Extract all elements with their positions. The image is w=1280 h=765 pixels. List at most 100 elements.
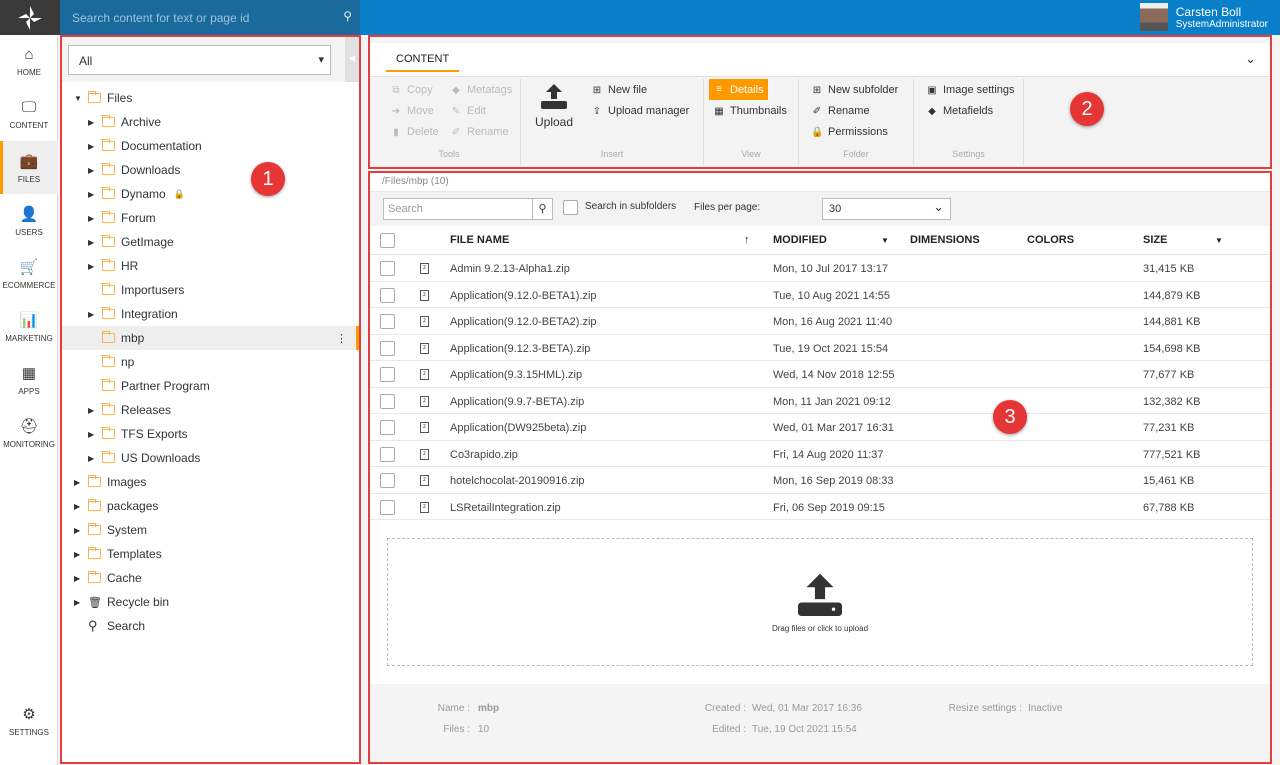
nav-item-marketing[interactable]: 📊 MARKETING bbox=[0, 300, 58, 353]
row-checkbox[interactable] bbox=[380, 261, 395, 276]
expand-arrow-icon[interactable]: ▶ bbox=[88, 237, 95, 247]
sort-asc-icon[interactable]: ↑ bbox=[744, 234, 750, 246]
file-search-input[interactable]: Search bbox=[383, 198, 533, 220]
row-checkbox[interactable] bbox=[380, 499, 395, 515]
nav-item-settings[interactable]: ⚙ SETTINGS bbox=[0, 694, 58, 747]
col-file-name[interactable]: FILE NAME bbox=[450, 234, 510, 246]
tree-item[interactable]: ▶ US Downloads bbox=[62, 446, 359, 470]
expand-arrow-icon[interactable]: ▶ bbox=[88, 405, 95, 415]
collapse-panel-button[interactable]: ◀ bbox=[345, 37, 359, 82]
expand-arrow-icon[interactable]: ▶ bbox=[88, 141, 95, 151]
tree-item[interactable]: ▶ Releases bbox=[62, 398, 359, 422]
sort-dropdown-icon[interactable]: ▼ bbox=[1215, 236, 1223, 245]
table-row[interactable]: z Co3rapido.zip Fri, 14 Aug 2020 11:37 7… bbox=[370, 441, 1270, 467]
expand-arrow-icon[interactable]: ▶ bbox=[88, 453, 95, 463]
file-name[interactable]: Application(9.12.0-BETA2).zip bbox=[450, 316, 597, 328]
row-checkbox[interactable] bbox=[380, 340, 395, 356]
user-menu[interactable]: Carsten Boll SystemAdministrator bbox=[1139, 3, 1268, 31]
expand-arrow-icon[interactable]: ▶ bbox=[88, 429, 95, 439]
table-row[interactable]: z Application(DW925beta).zip Wed, 01 Mar… bbox=[370, 414, 1270, 441]
file-name[interactable]: Application(9.12.3-BETA).zip bbox=[450, 342, 591, 355]
image-settings-button[interactable]: ▣ Image settings bbox=[927, 84, 1015, 96]
file-name[interactable]: Application(9.9.7-BETA).zip bbox=[450, 395, 585, 408]
tree-item[interactable]: ▶ Cache bbox=[62, 566, 359, 590]
upload-manager-button[interactable]: ⇪ Upload manager bbox=[592, 105, 690, 117]
file-name[interactable]: LSRetailIntegration.zip bbox=[450, 501, 561, 514]
global-search-input[interactable]: Search content for text or page id ⚲ bbox=[60, 0, 360, 35]
tree-item[interactable]: ▶ TFS Exports bbox=[62, 422, 359, 446]
col-colors[interactable]: COLORS bbox=[1027, 234, 1075, 246]
tree-item[interactable]: ▶ Integration bbox=[62, 302, 359, 326]
tree-item[interactable]: ▶ Dynamo 🔒 bbox=[62, 182, 359, 206]
chevron-down-icon[interactable]: ⌄ bbox=[1245, 51, 1256, 66]
select-all-checkbox[interactable] bbox=[380, 233, 395, 248]
table-row[interactable]: z Application(9.3.15HML).zip Wed, 14 Nov… bbox=[370, 361, 1270, 388]
nav-item-files[interactable]: 💼 FILES bbox=[0, 141, 58, 194]
expand-arrow-icon[interactable]: ▶ bbox=[88, 261, 95, 271]
expand-arrow-icon[interactable]: ▶ bbox=[74, 477, 81, 487]
expand-arrow-icon[interactable]: ▶ bbox=[88, 117, 95, 127]
expand-arrow-icon[interactable]: ▶ bbox=[88, 165, 95, 175]
nav-item-apps[interactable]: ▦ APPS bbox=[0, 353, 58, 406]
row-checkbox[interactable] bbox=[380, 287, 395, 303]
table-row[interactable]: z Application(9.12.3-BETA).zip Tue, 19 O… bbox=[370, 335, 1270, 361]
tree-item[interactable]: ▶ Downloads bbox=[62, 158, 359, 182]
tree-item[interactable]: ▶ 🗑 Recycle bin bbox=[62, 590, 359, 614]
expand-arrow-icon[interactable]: ▶ bbox=[88, 213, 95, 223]
nav-item-monitoring[interactable]: ⛑ MONITORING bbox=[0, 406, 58, 459]
new-subfolder-button[interactable]: ⊞ New subfolder bbox=[812, 84, 899, 96]
tree-item[interactable]: ▶ HR bbox=[62, 254, 359, 278]
expand-arrow-icon[interactable]: ▶ bbox=[88, 189, 95, 199]
thumbnails-view-button[interactable]: ▦ Thumbnails bbox=[714, 105, 787, 117]
expand-arrow-icon[interactable]: ▶ bbox=[74, 549, 81, 559]
row-checkbox[interactable] bbox=[380, 446, 395, 462]
more-options-icon[interactable]: ⋮ bbox=[336, 332, 347, 345]
tree-item[interactable]: ⚲ Search bbox=[62, 614, 359, 638]
table-row[interactable]: z hotelchocolat-20190916.zip Mon, 16 Sep… bbox=[370, 467, 1270, 494]
rename-folder-button[interactable]: ✐ Rename bbox=[812, 105, 870, 117]
expand-arrow-icon[interactable]: ▶ bbox=[74, 573, 81, 583]
row-checkbox[interactable] bbox=[380, 314, 395, 329]
search-button[interactable]: ⚲ bbox=[532, 198, 553, 220]
col-modified[interactable]: MODIFIED bbox=[773, 234, 827, 246]
tree-item[interactable]: ▶ System bbox=[62, 518, 359, 542]
tab-content[interactable]: CONTENT bbox=[386, 53, 460, 72]
expand-arrow-icon[interactable]: ▼ bbox=[74, 93, 82, 103]
expand-arrow-icon[interactable]: ▶ bbox=[74, 501, 81, 511]
expand-arrow-icon[interactable]: ▶ bbox=[88, 309, 95, 319]
tree-item[interactable]: ▶ GetImage bbox=[62, 230, 359, 254]
tree-item[interactable]: ▼ Files bbox=[62, 86, 359, 110]
col-dimensions[interactable]: DIMENSIONS bbox=[910, 234, 980, 246]
tree-item[interactable]: mbp ⋮ bbox=[62, 326, 359, 350]
file-name[interactable]: Application(9.3.15HML).zip bbox=[450, 369, 583, 381]
row-checkbox[interactable] bbox=[380, 393, 395, 409]
tree-item[interactable]: ▶ Archive bbox=[62, 110, 359, 134]
tree-item[interactable]: ▶ Templates bbox=[62, 542, 359, 566]
file-name[interactable]: Co3rapido.zip bbox=[450, 448, 518, 461]
permissions-button[interactable]: 🔒 Permissions bbox=[811, 126, 888, 138]
filter-select[interactable]: All bbox=[68, 45, 331, 75]
table-row[interactable]: z Application(9.9.7-BETA).zip Mon, 11 Ja… bbox=[370, 388, 1270, 414]
nav-item-ecommerce[interactable]: 🛒 ECOMMERCE bbox=[0, 247, 58, 300]
nav-item-users[interactable]: 👤 USERS bbox=[0, 194, 58, 247]
details-view-button[interactable]: ≡ Details bbox=[709, 79, 768, 100]
expand-arrow-icon[interactable]: ▶ bbox=[74, 597, 81, 607]
app-logo[interactable] bbox=[0, 0, 60, 35]
sort-dropdown-icon[interactable]: ▼ bbox=[881, 236, 889, 245]
tree-item[interactable]: Importusers bbox=[62, 278, 359, 302]
search-icon[interactable]: ⚲ bbox=[343, 9, 352, 23]
upload-dropzone[interactable]: Drag files or click to upload bbox=[387, 538, 1253, 666]
table-row[interactable]: z Admin 9.2.13-Alpha1.zip Mon, 10 Jul 20… bbox=[370, 255, 1270, 282]
expand-arrow-icon[interactable]: ▶ bbox=[74, 525, 81, 535]
files-per-page-select[interactable]: 30 bbox=[822, 198, 951, 220]
file-name[interactable]: Admin 9.2.13-Alpha1.zip bbox=[450, 263, 570, 275]
tree-item[interactable]: ▶ Documentation bbox=[62, 134, 359, 158]
tree-item[interactable]: ▶ Forum bbox=[62, 206, 359, 230]
copy-button[interactable]: ⧉ Copy bbox=[386, 81, 437, 99]
row-checkbox[interactable] bbox=[380, 420, 395, 435]
file-name[interactable]: Application(9.12.0-BETA1).zip bbox=[450, 289, 597, 302]
metatags-button[interactable]: ◆ Metatags bbox=[446, 81, 516, 99]
table-row[interactable]: z Application(9.12.0-BETA2).zip Mon, 16 … bbox=[370, 308, 1270, 335]
metafields-button[interactable]: ◆ Metafields bbox=[922, 102, 997, 120]
col-size[interactable]: SIZE bbox=[1143, 234, 1168, 246]
